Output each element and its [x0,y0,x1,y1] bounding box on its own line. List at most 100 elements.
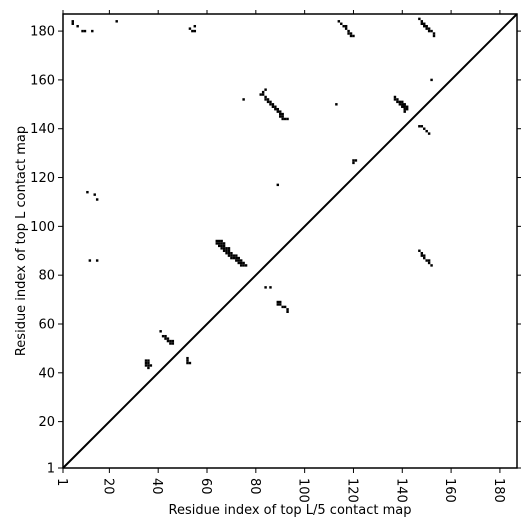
contact-cell [161,334,165,338]
y-tick-label: 80 [38,269,55,284]
contact-cell [349,32,353,35]
contact-cell [420,251,424,255]
contact-cell [398,103,402,106]
contact-cell [276,183,280,187]
contact-cell [281,305,284,309]
contact-cell [266,98,270,101]
contact-cell [396,98,399,101]
contact-cell [144,361,148,365]
contact-cell [232,256,236,260]
contact-cell [286,310,289,314]
contact-cell [88,259,92,262]
contact-cell [427,259,431,262]
contact-cell [281,112,284,116]
contact-cell [283,117,287,121]
contact-cell [403,103,406,106]
contact-cell [144,359,148,362]
contact-cell [144,364,148,367]
contact-cell [340,22,343,25]
contact-cell [261,93,265,96]
contact-cell [222,244,226,248]
contact-cell [232,254,236,257]
contact-cell [279,303,282,306]
contact-cell [237,261,240,265]
contact-cell [71,22,74,25]
contact-cell [239,264,243,267]
contact-cell [225,251,228,255]
contact-cell [347,29,350,33]
contact-cell [81,29,84,33]
contact-cell [337,20,341,23]
contact-cell [220,242,223,245]
contact-cell [259,93,262,96]
contact-cell [281,117,284,121]
contact-cell [220,244,223,248]
contact-cell [147,359,150,362]
contact-cell [227,251,231,255]
contact-cell [166,337,170,340]
x-tick-label: 140 [393,478,408,503]
y-tick-label: 180 [30,25,55,40]
contact-cell [230,254,233,257]
contact-cell [193,29,197,33]
contact-cell [425,24,428,28]
contact-cell [279,115,282,118]
contact-cell [215,242,218,245]
x-tick-label: 180 [491,478,506,503]
contact-cell [398,100,402,104]
contact-cell [166,339,170,343]
contact-cell [227,254,231,257]
x-axis: 1 20 40 60 80 100 120 140 160 180 [54,10,506,503]
contact-cell [264,88,267,91]
x-tick-label: 120 [344,478,359,503]
contact-cell [403,110,406,113]
contact-cell [188,27,192,30]
contact-cell [217,242,221,245]
contact-cell [279,112,282,116]
contact-cell [276,300,280,304]
contact-cell [225,247,228,250]
contact-cell [425,27,428,30]
contact-cell [147,361,150,365]
contact-cell [147,366,150,370]
contact-cell [235,259,238,262]
contact-cell [427,132,431,135]
contact-cell [83,29,87,33]
contact-cell [222,249,226,252]
contact-cell [227,247,231,250]
contact-cell [418,125,421,128]
contact-cell [418,17,421,21]
contact-cell [396,100,399,104]
contact-cell [430,264,433,267]
y-tick-label: 20 [38,415,55,430]
contact-cell [271,103,275,106]
contact-cell [76,24,79,28]
contact-cell [279,300,282,304]
contact-cell [423,24,426,28]
contact-cell [188,361,192,365]
contact-cell [352,34,355,38]
diagonal-line [62,13,518,469]
contact-cell [171,339,175,343]
contact-cell [186,356,189,360]
contact-cell [425,259,428,262]
contact-cell [401,100,404,104]
x-tick-label: 160 [442,478,457,503]
contact-cell [193,24,197,28]
y-tick-label: 160 [30,73,55,88]
contact-cell [91,29,94,33]
contact-cell [230,256,233,260]
contact-cell [239,259,243,262]
contact-cell [420,125,424,128]
contact-cell [191,29,194,33]
contact-cell [186,359,189,362]
contact-cell [274,107,277,111]
contact-cell [401,103,404,106]
contact-cell [159,330,162,333]
y-tick-label: 140 [30,122,55,137]
contact-cell [432,34,436,38]
contact-cell [242,264,245,267]
contact-cell [276,110,280,113]
contact-cell [149,364,153,367]
